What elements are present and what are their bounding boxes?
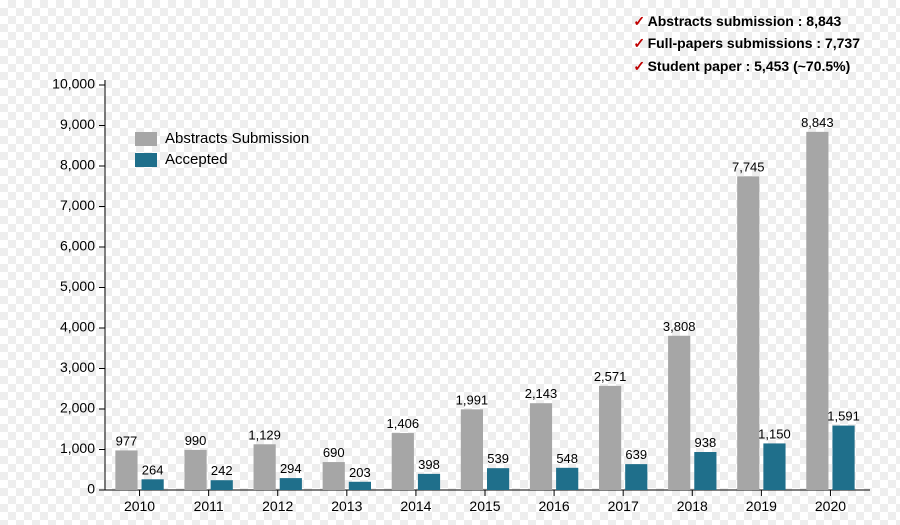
bar-abstracts [599, 386, 621, 490]
bar-abstracts [254, 444, 276, 490]
bar-accepted [832, 426, 854, 490]
summary-stats-row: ✓Student paper : 5,453 (~70.5%) [631, 55, 860, 77]
x-tick-label: 2011 [194, 498, 224, 514]
y-tick-label: 4,000 [60, 319, 95, 335]
bar-value-label: 1,991 [456, 392, 489, 407]
bar-value-label: 8,843 [801, 115, 834, 130]
x-tick-label: 2013 [331, 498, 362, 514]
legend-item: Abstracts Submission [135, 130, 309, 147]
summary-stats-row: ✓Full-papers submissions : 7,737 [631, 32, 860, 54]
summary-stats-label: Full-papers submissions : [648, 35, 825, 51]
bar-accepted [625, 464, 647, 490]
y-tick-label: 2,000 [60, 400, 95, 416]
x-tick-label: 2016 [539, 498, 570, 514]
legend-swatch [135, 132, 157, 146]
bar-accepted [694, 452, 716, 490]
bar-value-label: 398 [418, 457, 440, 472]
check-icon: ✓ [631, 10, 648, 32]
bar-accepted [418, 474, 440, 490]
check-icon: ✓ [631, 32, 648, 54]
x-tick-label: 2014 [400, 498, 431, 514]
bar-value-label: 639 [625, 447, 647, 462]
summary-stats-label: Abstracts submission : [648, 13, 807, 29]
bar-abstracts [115, 450, 137, 490]
y-tick-label: 1,000 [60, 440, 95, 456]
bar-chart: 0 1,000 2,000 3,000 4,000 5,000 6,000 7,000 8,00… [0, 0, 900, 525]
bar-abstracts [461, 409, 483, 490]
bar-value-label: 3,808 [663, 319, 696, 334]
bar-accepted [280, 478, 302, 490]
bar-accepted [211, 480, 233, 490]
bar-abstracts [737, 176, 759, 490]
summary-stats-value: 7,737 [825, 35, 860, 51]
bar-value-label: 2,571 [594, 369, 627, 384]
summary-stats: ✓Abstracts submission : 8,843✓Full-paper… [631, 10, 860, 77]
legend-item: Accepted [135, 151, 309, 168]
bar-value-label: 990 [185, 433, 207, 448]
summary-stats-value: 5,453 (~70.5%) [754, 58, 850, 74]
summary-stats-value: 8,843 [806, 13, 841, 29]
y-tick-label: 5,000 [60, 278, 95, 294]
y-tick-label: 9,000 [60, 116, 95, 132]
bar-value-label: 7,745 [732, 159, 765, 174]
y-tick-label: 10,000 [52, 76, 95, 92]
bar-value-label: 690 [323, 445, 345, 460]
x-tick-label: 2012 [262, 498, 293, 514]
x-tick-label: 2017 [608, 498, 639, 514]
bar-value-label: 539 [487, 451, 509, 466]
bar-accepted [556, 468, 578, 490]
bar-value-label: 1,591 [827, 409, 860, 424]
x-tick-label: 2015 [469, 498, 500, 514]
check-icon: ✓ [631, 55, 648, 77]
summary-stats-row: ✓Abstracts submission : 8,843 [631, 10, 860, 32]
bar-abstracts [323, 462, 345, 490]
y-tick-label: 3,000 [60, 359, 95, 375]
x-tick-label: 2020 [815, 498, 846, 514]
x-tick-label: 2018 [677, 498, 708, 514]
bar-value-label: 1,150 [758, 426, 791, 441]
bar-abstracts [530, 403, 552, 490]
bar-value-label: 203 [349, 465, 371, 480]
bar-value-label: 2,143 [525, 386, 558, 401]
bar-abstracts [668, 336, 690, 490]
chart-legend: Abstracts Submission Accepted [135, 130, 309, 172]
bar-accepted [487, 468, 509, 490]
bar-value-label: 264 [142, 462, 164, 477]
bar-value-label: 548 [556, 451, 578, 466]
legend-label: Accepted [165, 151, 228, 168]
y-tick-label: 0 [87, 481, 95, 497]
bar-accepted [763, 443, 785, 490]
bar-value-label: 294 [280, 461, 302, 476]
y-tick-label: 8,000 [60, 157, 95, 173]
bar-abstracts [184, 450, 206, 490]
bar-value-label: 977 [116, 433, 138, 448]
y-tick-label: 6,000 [60, 238, 95, 254]
bar-accepted [142, 479, 164, 490]
bar-abstracts [806, 132, 828, 490]
x-tick-label: 2019 [746, 498, 777, 514]
legend-label: Abstracts Submission [165, 130, 309, 147]
bar-abstracts [392, 433, 414, 490]
y-tick-label: 7,000 [60, 197, 95, 213]
summary-stats-label: Student paper : [648, 58, 755, 74]
x-tick-label: 2010 [124, 498, 155, 514]
bar-value-label: 242 [211, 463, 233, 478]
bar-accepted [349, 482, 371, 490]
legend-swatch [135, 153, 157, 167]
bar-value-label: 1,406 [387, 416, 420, 431]
bar-value-label: 938 [695, 435, 717, 450]
bar-value-label: 1,129 [248, 427, 281, 442]
